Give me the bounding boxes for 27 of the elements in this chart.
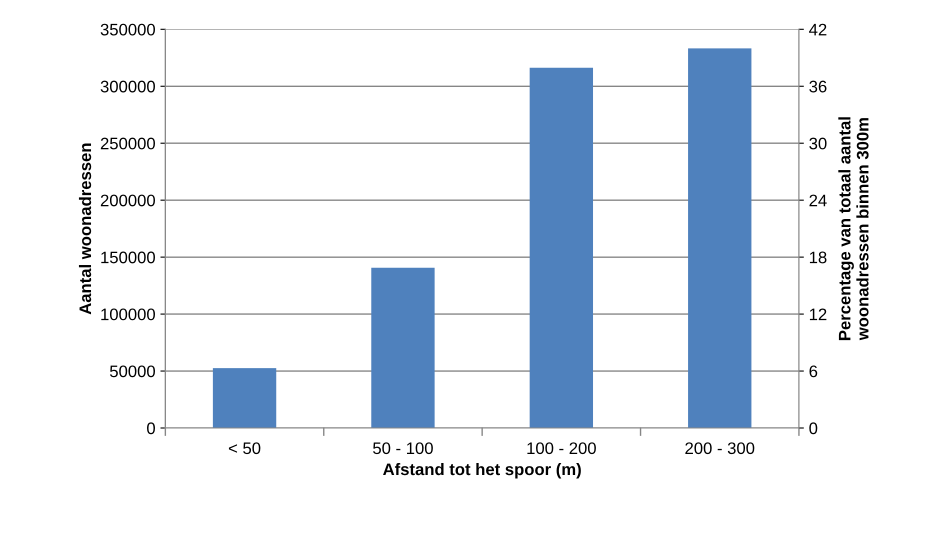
x-tick-label: 200 - 300 bbox=[685, 442, 754, 454]
y-axis-title: Aantal woonadressen bbox=[78, 144, 92, 314]
y2-tick-label: 24 bbox=[810, 194, 827, 206]
bar bbox=[688, 48, 752, 428]
y-tick-label: 150000 bbox=[101, 252, 155, 264]
y-tick-label: 250000 bbox=[100, 138, 155, 150]
y2-tick-label: 0 bbox=[809, 422, 818, 434]
y-tick-label: 200000 bbox=[100, 194, 155, 206]
x-tick-label: 100 - 200 bbox=[527, 442, 596, 454]
y2-tick-label: 36 bbox=[809, 80, 826, 92]
y-tick-label: 300000 bbox=[100, 80, 155, 92]
y-tick-label: 100000 bbox=[101, 308, 155, 320]
y2-tick-label: 42 bbox=[809, 24, 826, 36]
y-tick-label: 0 bbox=[147, 422, 155, 434]
y2-tick-label: 6 bbox=[810, 365, 818, 378]
y2-tick-label: 18 bbox=[810, 252, 826, 264]
y2-tick-label: 30 bbox=[809, 138, 827, 150]
bar bbox=[212, 368, 276, 428]
y-tick-label: 50000 bbox=[110, 365, 155, 378]
bar bbox=[530, 68, 594, 428]
bar bbox=[371, 268, 435, 428]
x-tick-label: 50 - 100 bbox=[373, 442, 433, 454]
y-tick-label: 350000 bbox=[100, 24, 155, 36]
x-tick-label: < 50 bbox=[228, 442, 260, 454]
y2-tick-label: 12 bbox=[810, 308, 826, 320]
x-axis-title: Afstand tot het spoor (m) bbox=[383, 462, 581, 479]
y2-axis-title: Percentage van totaal aantal woonadressen binnen 300m bbox=[838, 117, 869, 340]
